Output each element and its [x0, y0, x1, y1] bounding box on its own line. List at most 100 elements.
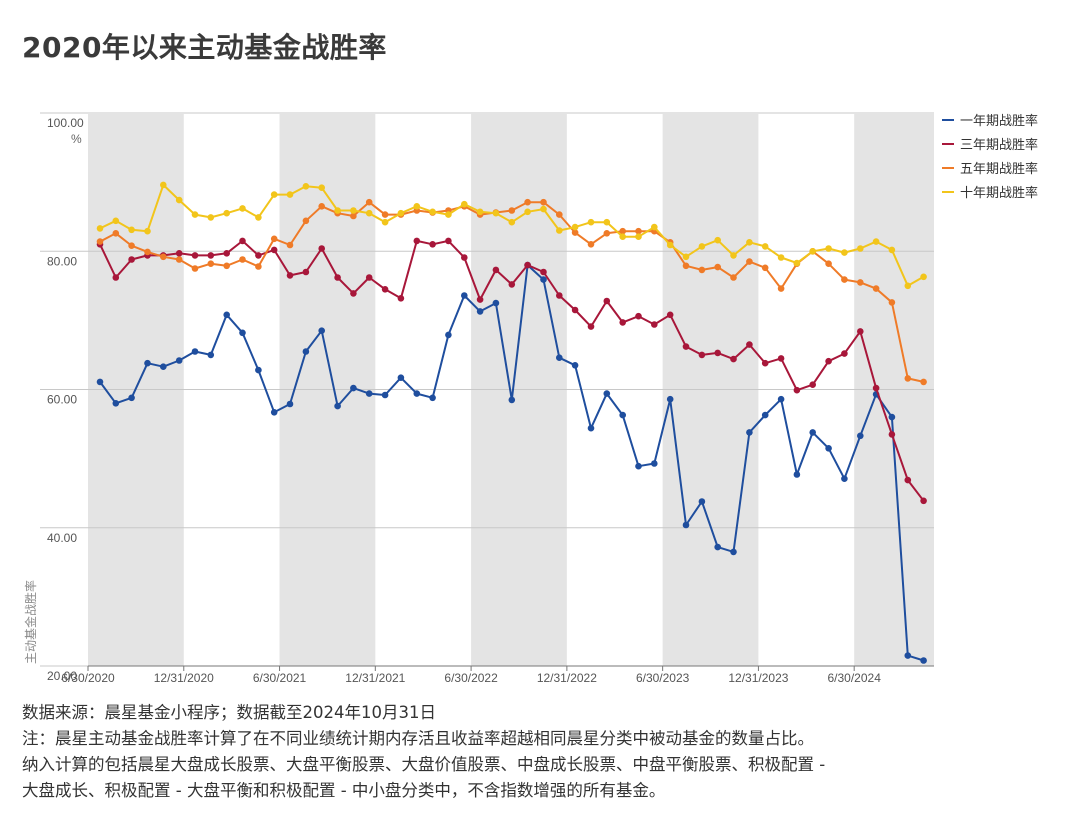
footnote-line-2: 纳入计算的包括晨星大盘成长股票、大盘平衡股票、大盘价值股票、中盘成长股票、中盘平… [22, 755, 826, 774]
data-point [160, 181, 167, 189]
data-point [619, 227, 626, 235]
data-point [191, 348, 199, 355]
data-point [825, 260, 832, 268]
data-point [619, 233, 626, 240]
data-point [112, 274, 120, 281]
data-point [793, 471, 801, 478]
series-1 [96, 261, 927, 664]
data-point [381, 218, 389, 226]
x-tick-label: 12/31/2023 [728, 671, 788, 685]
y-axis-title: 主动基金战胜率 [23, 580, 38, 664]
data-point [160, 253, 167, 261]
data-point [96, 225, 104, 232]
data-point [730, 548, 737, 556]
x-tick-label: 12/31/2020 [154, 671, 214, 685]
page-title: 2020年以来主动基金战胜率 [22, 31, 387, 64]
legend-label: 五年期战胜率 [960, 161, 1038, 177]
data-point [587, 218, 595, 226]
data-point [255, 263, 262, 270]
data-point [714, 236, 721, 244]
data-point [777, 395, 785, 403]
data-point [207, 214, 215, 221]
data-point [492, 266, 500, 274]
data-point [524, 198, 531, 206]
data-point [286, 400, 294, 408]
data-point [413, 390, 421, 397]
data-point [682, 262, 690, 270]
data-point [809, 248, 816, 255]
data-point [651, 460, 658, 467]
data-point [635, 462, 642, 470]
data-point [381, 211, 389, 218]
data-point [698, 498, 706, 505]
data-point [730, 274, 737, 281]
data-point [144, 359, 151, 367]
data-point [128, 226, 135, 234]
legend-item: 十年期战胜率 [942, 185, 1038, 201]
data-point [175, 357, 183, 364]
data-point [872, 238, 880, 245]
data-point [666, 395, 674, 403]
data-point [476, 296, 484, 303]
data-point [841, 475, 848, 483]
data-point [920, 657, 927, 664]
data-point [556, 227, 563, 234]
data-point [175, 250, 183, 257]
y-unit-label: % [71, 132, 82, 146]
data-point [571, 223, 579, 231]
data-point [350, 207, 357, 214]
data-point [777, 285, 785, 292]
data-point [761, 359, 769, 367]
series-2 [96, 237, 927, 505]
data-point [540, 198, 547, 206]
data-point [904, 282, 912, 290]
data-point [714, 543, 721, 551]
footnote-line-3: 大盘成长、积极配置 - 大盘平衡和积极配置 - 中小盘分类中，不含指数增强的所有… [22, 781, 666, 800]
x-tick-label: 6/30/2024 [827, 671, 881, 685]
data-point [128, 256, 135, 263]
data-point [270, 235, 278, 243]
data-point [904, 375, 912, 382]
data-point [888, 413, 896, 421]
data-point [461, 292, 468, 299]
data-point [920, 497, 927, 505]
data-point [207, 351, 215, 359]
data-point [239, 329, 246, 337]
data-point [746, 258, 753, 265]
data-point [365, 198, 373, 206]
data-point [714, 349, 721, 357]
data-point [888, 299, 896, 306]
legend-label: 十年期战胜率 [960, 185, 1038, 201]
footer: 数据来源：晨星基金小程序；数据截至2024年10月31日 注：晨星主动基金战胜率… [22, 700, 1062, 804]
data-point [492, 299, 500, 307]
legend-label: 三年期战胜率 [960, 137, 1038, 153]
data-point [825, 357, 832, 365]
data-point [872, 285, 880, 292]
data-point [302, 217, 310, 225]
data-point [524, 261, 531, 269]
data-point [175, 256, 183, 263]
data-point [603, 297, 611, 305]
data-point [365, 274, 373, 281]
data-point [286, 272, 294, 279]
data-point [682, 253, 690, 261]
data-point [761, 243, 769, 250]
data-point [112, 400, 120, 407]
data-point [128, 242, 135, 249]
data-point [128, 394, 135, 402]
data-point [318, 203, 326, 210]
data-point [144, 248, 151, 256]
data-point [888, 431, 896, 438]
data-point [746, 239, 753, 246]
data-point [270, 246, 278, 254]
data-point [841, 249, 848, 256]
data-point [96, 378, 104, 386]
data-point [508, 207, 516, 214]
legend-item: 一年期战胜率 [942, 113, 1038, 129]
legend-item: 三年期战胜率 [942, 137, 1038, 153]
x-axis: 6/30/2020 12/31/2020 6/30/2021 12/31/2021 6/… [61, 665, 934, 685]
data-point [698, 351, 706, 359]
y-tick-label: 60.00 [47, 393, 77, 407]
data-point [603, 230, 611, 237]
data-point [461, 254, 468, 261]
